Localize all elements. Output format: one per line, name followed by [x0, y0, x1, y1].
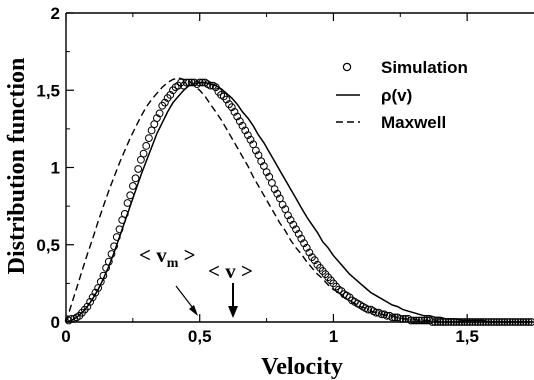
annotation-mean-vm-text: < v [139, 243, 167, 267]
x-tick-label: 1 [329, 327, 338, 346]
simulation-point [127, 192, 134, 199]
plot-area [65, 78, 534, 326]
x-tick-label: 1,5 [455, 327, 479, 346]
simulation-point [132, 175, 139, 182]
y-tick-label: 0 [51, 313, 60, 332]
annotation-mean-v: < v > [208, 259, 253, 283]
y-tick-label: 0,5 [36, 236, 60, 255]
annotation-mean-vm-suffix: > [178, 243, 195, 267]
arrow-vm-head [189, 305, 198, 316]
axes: 0 0,5 1 1,5 0 0,5 1 1,5 2 [36, 4, 534, 346]
simulation-point [143, 143, 150, 150]
legend-label-maxwell: Maxwell [381, 113, 446, 132]
simulation-point [135, 166, 142, 173]
y-axis-title: Distribution function [4, 58, 30, 275]
legend-label-simulation: Simulation [381, 58, 468, 77]
simulation-point [130, 183, 137, 190]
x-axis-title: Velocity [261, 354, 343, 380]
x-tick-label: 0 [61, 327, 70, 346]
series-rho-line [66, 83, 531, 323]
legend-label-rho: ρ(v) [381, 86, 412, 105]
y-tick-label: 1,5 [36, 81, 60, 100]
legend: Simulation ρ(v) Maxwell [336, 58, 468, 132]
annotations: < vm > < v > [139, 243, 253, 318]
y-tick-label: 1 [51, 159, 60, 178]
x-tick-label: 0,5 [188, 327, 212, 346]
y-tick-label: 2 [51, 4, 60, 23]
annotation-mean-vm-subscript: m [167, 256, 179, 271]
simulation-point [140, 150, 147, 157]
simulation-point [146, 135, 153, 142]
annotation-mean-vm: < vm > [139, 243, 196, 271]
arrow-v-head [228, 306, 238, 318]
legend-marker-simulation [343, 63, 350, 70]
simulation-point [124, 200, 131, 207]
